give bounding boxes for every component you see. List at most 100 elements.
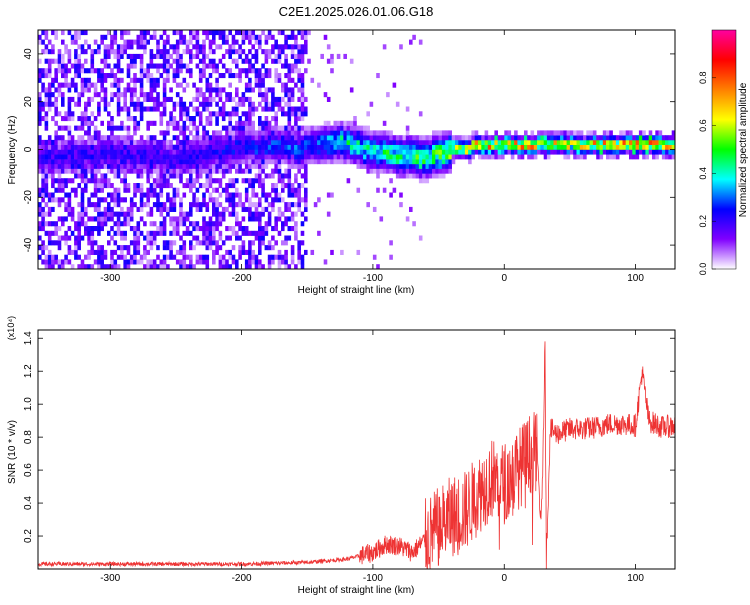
heatmap-cell <box>84 120 88 126</box>
heatmap-cell <box>241 92 246 98</box>
heatmap-cell <box>38 202 42 208</box>
heatmap-cell <box>113 53 118 59</box>
heatmap-cell <box>110 235 114 241</box>
heatmap-cell <box>54 58 58 64</box>
heatmap-cell <box>267 135 272 141</box>
heatmap-cell <box>64 192 68 198</box>
heatmap-cell <box>166 159 170 165</box>
heatmap-cell <box>638 149 643 155</box>
heatmap-cell <box>70 63 75 69</box>
heatmap-cell <box>648 135 653 141</box>
heatmap-cell <box>166 125 170 131</box>
heatmap-cell <box>405 154 410 160</box>
heatmap-cell <box>221 30 226 36</box>
heatmap-cell <box>612 149 617 155</box>
heatmap-cell <box>123 216 127 222</box>
heatmap-cell <box>336 159 341 165</box>
heatmap-cell <box>38 96 42 102</box>
heatmap-cell <box>159 183 164 189</box>
heatmap-cell <box>110 192 114 198</box>
heatmap-cell <box>133 249 137 255</box>
heatmap-cell <box>277 125 282 131</box>
heatmap-cell <box>326 211 331 217</box>
heatmap-cell <box>333 159 338 165</box>
heatmap-cell <box>77 230 81 236</box>
heatmap-cell <box>57 187 62 193</box>
heatmap-cell <box>87 101 91 107</box>
heatmap-cell <box>143 163 147 169</box>
heatmap-cell <box>116 49 121 55</box>
heatmap-cell <box>198 202 203 208</box>
heatmap-cell <box>195 135 200 141</box>
heatmap-cell <box>484 149 489 155</box>
heatmap-cell <box>520 139 525 145</box>
heatmap-cell <box>166 149 170 155</box>
heatmap-cell <box>635 149 640 155</box>
heatmap-cell <box>159 187 164 193</box>
heatmap-cell <box>61 82 65 88</box>
heatmap-cell <box>162 202 167 208</box>
heatmap-cell <box>307 154 311 160</box>
heatmap-cell <box>665 149 669 155</box>
heatmap-cell <box>179 144 183 150</box>
heatmap-cell <box>432 135 436 141</box>
heatmap-cell <box>120 44 124 50</box>
heatmap-cell <box>330 144 334 150</box>
heatmap-cell <box>317 82 321 88</box>
heatmap-cell <box>129 159 134 165</box>
heatmap-cell <box>258 82 262 88</box>
heatmap-cell <box>198 206 203 212</box>
heatmap-cell <box>448 163 452 169</box>
heatmap-cell <box>271 125 275 131</box>
heatmap-cell <box>172 163 177 169</box>
heatmap-cell <box>47 139 52 145</box>
heatmap-cell <box>284 101 288 107</box>
heatmap-cell <box>208 49 213 55</box>
heatmap-cell <box>192 125 196 131</box>
heatmap-cell <box>284 144 288 150</box>
heatmap-cell <box>143 139 147 145</box>
heatmap-cell <box>241 154 246 160</box>
heatmap-cell <box>172 202 177 208</box>
heatmap-cell <box>642 144 646 150</box>
heatmap-cell <box>205 34 210 40</box>
heatmap-cell <box>304 163 308 169</box>
heatmap-cell <box>143 159 147 165</box>
heatmap-cell <box>80 87 85 93</box>
heatmap-cell <box>116 106 121 112</box>
heatmap-cell <box>231 130 236 136</box>
heatmap-cell <box>149 77 154 83</box>
heatmap-cell <box>175 259 180 265</box>
heatmap-cell <box>258 87 262 93</box>
heatmap-cell <box>218 58 223 64</box>
heatmap-cell <box>274 130 278 136</box>
heatmap-cell <box>87 254 91 260</box>
heatmap-cell <box>182 240 187 246</box>
heatmap-cell <box>418 154 423 160</box>
heatmap-cell <box>156 149 160 155</box>
heatmap-cell <box>77 116 81 122</box>
heatmap-cell <box>297 187 301 193</box>
heatmap-cell <box>149 92 154 98</box>
heatmap-cell <box>47 135 52 141</box>
heatmap-cell <box>376 173 380 179</box>
heatmap-cell <box>87 82 91 88</box>
heatmap-cell <box>300 30 305 36</box>
heatmap-cell <box>67 178 72 184</box>
heatmap-cell <box>221 144 226 150</box>
heatmap-cell <box>189 39 193 45</box>
heatmap-cell <box>195 30 200 36</box>
heatmap-cell <box>527 139 531 145</box>
heatmap-cell <box>61 216 65 222</box>
heatmap-cell <box>235 101 239 107</box>
heatmap-cell <box>218 159 223 165</box>
heatmap-cell <box>241 39 246 45</box>
heatmap-cell <box>274 226 278 232</box>
heatmap-cell <box>284 249 288 255</box>
heatmap-cell <box>113 249 118 255</box>
heatmap-cell <box>445 149 449 155</box>
heatmap-cell <box>166 77 170 83</box>
heatmap-cell <box>254 77 259 83</box>
heatmap-cell <box>244 226 249 232</box>
heatmap-cell <box>212 58 216 64</box>
